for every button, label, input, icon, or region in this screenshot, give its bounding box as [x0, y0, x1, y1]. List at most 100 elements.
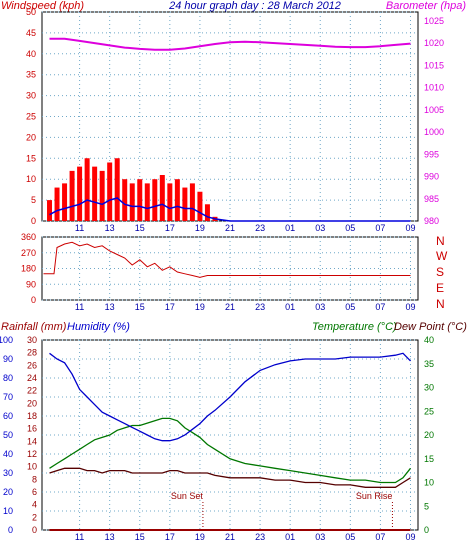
wind-hour-ticks: 11 13 15 17 19 21 23 01 03 05 07 09 — [75, 223, 416, 233]
direction-tick-label: 0 — [31, 295, 36, 305]
sun-marker-label: Sun Set — [171, 491, 204, 501]
rainfall-tick-label: 12 — [27, 449, 37, 459]
x-tick-label: 07 — [375, 223, 385, 233]
direction-tick-label: 360 — [21, 232, 36, 242]
rainfall-tick-label: 4 — [32, 500, 37, 510]
temperature-line — [49, 417, 412, 484]
x-tick-label: 09 — [405, 302, 415, 312]
x-tick-label: 19 — [195, 532, 205, 542]
windspeed-tick-label: 35 — [26, 70, 36, 80]
average-wind-line — [49, 197, 411, 222]
windspeed-tick-label: 5 — [31, 195, 36, 205]
humidity-tick-label: 100 — [0, 335, 13, 345]
humidity-ticks: 0 10 20 30 40 50 60 70 80 90 100 — [0, 335, 13, 535]
rainfall-tick-label: 16 — [27, 424, 37, 434]
temperature-tick-label: 15 — [424, 454, 434, 464]
dew-point-line — [49, 467, 411, 488]
direction-plot-grid — [42, 236, 418, 301]
rainfall-tick-label: 0 — [32, 525, 37, 535]
x-tick-label: 01 — [285, 532, 295, 542]
wind-series — [47, 158, 411, 222]
direction-tick-label: 90 — [26, 279, 36, 289]
humidity-hour-ticks: 11 13 15 17 19 21 23 01 03 05 07 09 — [75, 532, 416, 542]
barometer-axis-title: Barometer (hpa) — [386, 0, 466, 12]
barometer-ticks: 980 985 990 995 1000 1005 1010 1015 1020 1025 — [424, 16, 444, 226]
barometer-tick-label: 985 — [424, 194, 439, 204]
x-tick-label: 15 — [135, 532, 145, 542]
x-tick-label: 05 — [345, 302, 355, 312]
x-tick-label: 19 — [195, 223, 205, 233]
windspeed-tick-label: 25 — [26, 112, 36, 122]
compass-label-s: S — [436, 265, 444, 279]
direction-tick-label: 270 — [21, 248, 36, 258]
rainfall-tick-label: 8 — [32, 474, 37, 484]
x-tick-label: 11 — [75, 223, 84, 233]
temperature-tick-label: 35 — [424, 359, 434, 369]
rainfall-tick-label: 24 — [27, 373, 37, 383]
humidity-tick-label: 60 — [3, 411, 13, 421]
x-tick-label: 23 — [255, 302, 265, 312]
humidity-tick-label: 0 — [8, 525, 13, 535]
rainfall-tick-label: 2 — [32, 512, 37, 522]
x-tick-label: 19 — [195, 302, 205, 312]
x-tick-label: 09 — [405, 223, 415, 233]
x-tick-label: 07 — [375, 302, 385, 312]
direction-hour-ticks: 11 13 15 17 19 21 23 01 03 05 07 09 — [75, 302, 416, 312]
temperature-tick-label: 20 — [424, 430, 434, 440]
x-tick-label: 07 — [375, 532, 385, 542]
windspeed-tick-label: 30 — [26, 91, 36, 101]
x-tick-label: 13 — [105, 532, 115, 542]
x-tick-label: 03 — [315, 532, 325, 542]
humidity-tick-label: 10 — [3, 506, 13, 516]
compass-label-n2: N — [436, 297, 445, 311]
rainfall-tick-label: 22 — [27, 386, 37, 396]
humidity-tick-label: 20 — [3, 487, 13, 497]
barometer-tick-label: 1020 — [424, 38, 444, 48]
humidity-tick-label: 40 — [3, 449, 13, 459]
sun-markers: Sun Set Sun Rise — [171, 491, 393, 530]
humidity-plot-grid — [42, 339, 418, 531]
barometer-tick-label: 1025 — [424, 16, 444, 26]
x-tick-label: 09 — [405, 532, 415, 542]
barometer-tick-label: 1015 — [424, 60, 444, 70]
windspeed-tick-label: 20 — [26, 132, 36, 142]
windspeed-tick-label: 50 — [26, 7, 36, 17]
x-tick-label: 15 — [135, 302, 145, 312]
rainfall-axis-title: Rainfall (mm) — [1, 321, 67, 333]
barometer-line — [49, 37, 411, 51]
x-tick-label: 13 — [105, 302, 115, 312]
temperature-tick-label: 10 — [424, 478, 434, 488]
barometer-tick-label: 980 — [424, 216, 439, 226]
direction-tick-label: 180 — [21, 264, 36, 274]
windspeed-tick-label: 45 — [26, 28, 36, 38]
x-tick-label: 17 — [165, 532, 175, 542]
x-tick-label: 23 — [255, 223, 265, 233]
windspeed-ticks: 0 5 10 15 20 25 30 35 40 45 50 — [26, 7, 36, 226]
x-tick-label: 23 — [255, 532, 265, 542]
graph-title: 24 hour graph day : 28 March 2012 — [168, 0, 341, 12]
humidity-line — [49, 352, 411, 442]
windspeed-tick-label: 0 — [31, 216, 36, 226]
x-tick-label: 17 — [165, 302, 175, 312]
windspeed-tick-label: 40 — [26, 49, 36, 59]
wind-plot-grid — [42, 11, 418, 222]
sun-marker-label: Sun Rise — [356, 491, 393, 501]
compass-labels: N W S E N — [436, 234, 448, 311]
temperature-tick-label: 0 — [424, 525, 429, 535]
barometer-tick-label: 1010 — [424, 83, 444, 93]
humidity-tick-label: 50 — [3, 430, 13, 440]
x-tick-label: 05 — [345, 532, 355, 542]
x-tick-label: 15 — [135, 223, 145, 233]
rainfall-tick-label: 10 — [27, 462, 37, 472]
humidity-tick-label: 90 — [3, 354, 13, 364]
wind-direction-line — [43, 241, 411, 278]
x-tick-label: 03 — [315, 302, 325, 312]
windspeed-axis-title: Windspeed (kph) — [1, 0, 84, 12]
rainfall-tick-label: 26 — [27, 360, 37, 370]
rainfall-tick-label: 30 — [27, 335, 37, 345]
temperature-axis-title: Temperature (°C) — [312, 321, 397, 333]
x-tick-label: 21 — [225, 223, 235, 233]
wind-direction-panel: 0 90 180 270 360 11 13 15 17 19 21 23 01 03 05 07 09 N … — [21, 232, 448, 312]
temperature-tick-label: 5 — [424, 501, 429, 511]
x-tick-label: 21 — [225, 302, 235, 312]
